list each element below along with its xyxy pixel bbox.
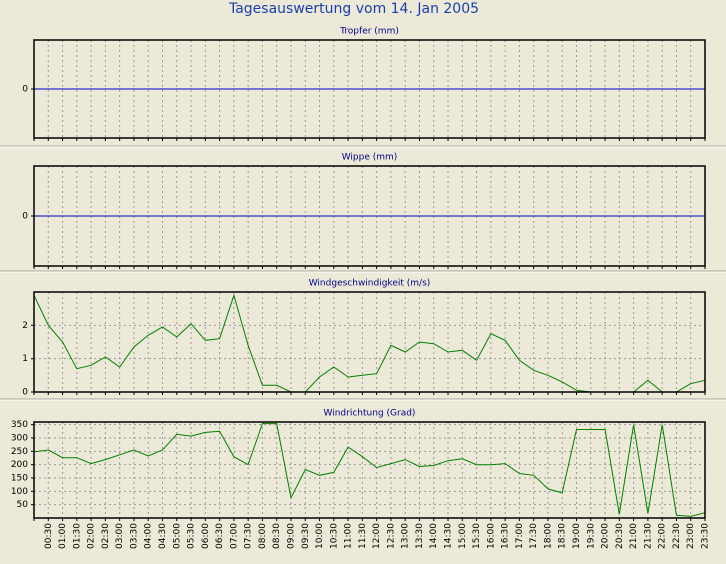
x-tick-label: 01:00 [58, 523, 68, 549]
x-tick-label: 22:30 [672, 523, 682, 549]
x-tick-label: 21:00 [629, 523, 639, 549]
x-tick-label: 16:00 [486, 523, 496, 549]
y-tick-label: 0 [22, 388, 28, 398]
y-tick-label: 0 [22, 85, 28, 95]
y-tick-label: 350 [11, 420, 28, 430]
x-tick-label: 18:30 [558, 523, 568, 549]
subplot-title: Tropfer (mm) [339, 27, 399, 37]
x-tick-label: 02:00 [87, 523, 97, 549]
y-tick-label: 1 [22, 354, 28, 364]
x-tick-label: 20:30 [615, 523, 625, 549]
x-tick-label: 18:00 [543, 523, 553, 549]
x-tick-label: 12:30 [386, 523, 396, 549]
x-tick-label: 09:00 [286, 523, 296, 549]
x-tick-label: 19:00 [572, 523, 582, 549]
x-tick-label: 14:00 [429, 523, 439, 549]
x-tick-label: 06:00 [201, 523, 211, 549]
y-tick-label: 2 [22, 321, 28, 331]
x-tick-label: 10:00 [315, 523, 325, 549]
x-tick-label: 12:00 [372, 523, 382, 549]
x-tick-label: 11:30 [358, 523, 368, 549]
x-tick-label: 00:30 [44, 523, 54, 549]
y-tick-label: 100 [11, 487, 28, 497]
y-tick-label: 200 [11, 460, 28, 470]
x-tick-label: 17:30 [529, 523, 539, 549]
y-tick-label: 250 [11, 447, 28, 457]
x-tick-label: 07:30 [244, 523, 254, 549]
chart-title: Tagesauswertung vom 14. Jan 2005 [228, 1, 479, 17]
x-tick-label: 09:30 [301, 523, 311, 549]
y-tick-label: 300 [11, 434, 28, 444]
plot-frame [33, 421, 706, 519]
x-tick-label: 15:00 [458, 523, 468, 549]
x-tick-label: 13:30 [415, 523, 425, 549]
x-tick-label: 03:00 [115, 523, 125, 549]
x-tick-label: 01:30 [72, 523, 82, 549]
x-tick-label: 04:00 [144, 523, 154, 549]
x-tick-label: 23:00 [686, 523, 696, 549]
x-tick-label: 07:00 [229, 523, 239, 549]
x-tick-label: 04:30 [158, 523, 168, 549]
subplot-title: Wippe (mm) [342, 153, 398, 163]
x-tick-label: 10:30 [329, 523, 339, 549]
x-tick-label: 16:30 [501, 523, 511, 549]
x-tick-label: 13:00 [401, 523, 411, 549]
x-tick-label: 08:30 [272, 523, 282, 549]
x-tick-label: 20:00 [601, 523, 611, 549]
x-tick-label: 17:00 [515, 523, 525, 549]
x-tick-label: 02:30 [101, 523, 111, 549]
x-tick-label: 21:30 [643, 523, 653, 549]
x-tick-label: 19:30 [586, 523, 596, 549]
plot-frame [33, 39, 706, 139]
plot-frame [33, 165, 706, 267]
subplot-title: Windrichtung (Grad) [324, 409, 416, 419]
y-tick-label: 0 [22, 212, 28, 222]
x-tick-label: 03:30 [129, 523, 139, 549]
x-tick-label: 14:30 [444, 523, 454, 549]
x-tick-label: 23:30 [701, 523, 711, 549]
y-tick-label: 50 [17, 500, 29, 510]
x-tick-label: 22:00 [658, 523, 668, 549]
subplot-title: Windgeschwindigkeit (m/s) [309, 279, 431, 289]
x-tick-label: 08:00 [258, 523, 268, 549]
x-tick-label: 05:30 [187, 523, 197, 549]
x-tick-label: 06:30 [215, 523, 225, 549]
data-line [33, 423, 706, 517]
x-tick-label: 15:30 [472, 523, 482, 549]
x-tick-label: 05:00 [172, 523, 182, 549]
y-tick-label: 150 [11, 474, 28, 484]
plot-frame [33, 291, 706, 393]
x-tick-label: 11:00 [344, 523, 354, 549]
